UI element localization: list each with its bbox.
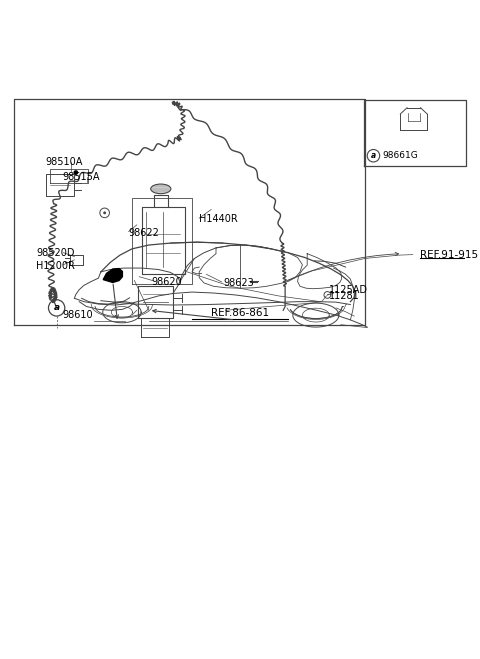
Polygon shape [103, 268, 122, 283]
Text: 98520D: 98520D [36, 248, 74, 258]
Text: 98515A: 98515A [62, 172, 100, 182]
Text: 98623: 98623 [223, 278, 254, 289]
Ellipse shape [151, 184, 171, 194]
Text: 1125AD: 1125AD [329, 285, 368, 295]
Circle shape [103, 212, 106, 214]
Text: H1200R: H1200R [36, 261, 75, 271]
Circle shape [73, 170, 78, 175]
Text: H1440R: H1440R [199, 214, 238, 224]
Text: REF.91-915: REF.91-915 [420, 250, 478, 260]
Text: a: a [371, 151, 376, 160]
Text: 98661G: 98661G [382, 151, 418, 160]
Text: 98510A: 98510A [46, 158, 83, 167]
Text: a: a [54, 303, 60, 312]
Text: 98610: 98610 [62, 310, 93, 320]
Text: 98622: 98622 [129, 229, 159, 239]
Text: REF.86-861: REF.86-861 [211, 308, 269, 318]
Text: 11281: 11281 [329, 291, 360, 301]
Text: 98620: 98620 [151, 277, 182, 287]
